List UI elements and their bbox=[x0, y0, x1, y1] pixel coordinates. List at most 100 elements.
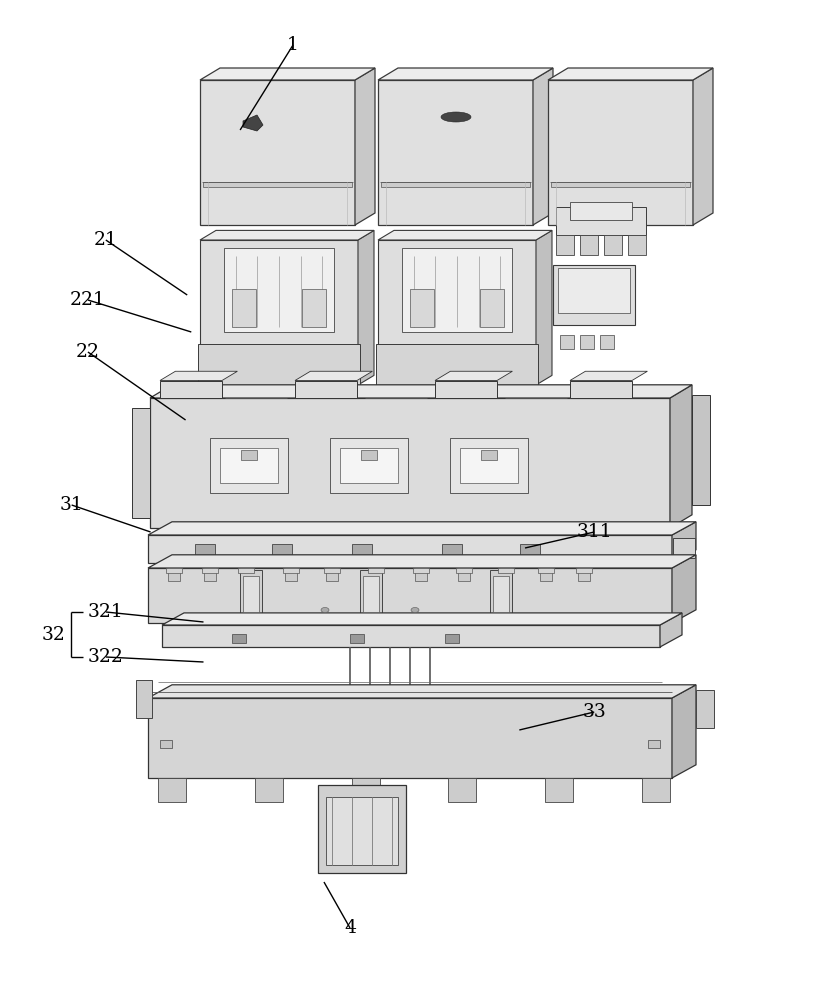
Polygon shape bbox=[295, 380, 357, 398]
Bar bbox=[240, 570, 262, 618]
Ellipse shape bbox=[441, 112, 471, 122]
Polygon shape bbox=[148, 535, 672, 563]
Bar bbox=[460, 448, 518, 483]
Polygon shape bbox=[401, 248, 512, 332]
Polygon shape bbox=[200, 80, 355, 225]
Text: 32: 32 bbox=[42, 626, 66, 644]
Polygon shape bbox=[358, 230, 374, 385]
Bar bbox=[409, 289, 434, 327]
Polygon shape bbox=[670, 385, 692, 528]
Bar bbox=[578, 568, 590, 581]
Polygon shape bbox=[548, 68, 713, 80]
Bar bbox=[204, 568, 216, 581]
Polygon shape bbox=[162, 613, 682, 625]
Bar bbox=[480, 289, 505, 327]
Bar bbox=[326, 797, 398, 865]
Polygon shape bbox=[355, 68, 375, 225]
Polygon shape bbox=[672, 522, 696, 563]
Bar bbox=[556, 207, 646, 235]
Polygon shape bbox=[448, 385, 466, 395]
Polygon shape bbox=[162, 625, 660, 647]
Bar bbox=[604, 235, 622, 255]
Polygon shape bbox=[378, 240, 536, 385]
Polygon shape bbox=[378, 80, 533, 225]
Bar bbox=[498, 568, 514, 573]
Bar bbox=[642, 778, 670, 802]
Polygon shape bbox=[330, 438, 408, 493]
Text: 21: 21 bbox=[94, 231, 118, 249]
Bar bbox=[580, 235, 598, 255]
Polygon shape bbox=[660, 613, 682, 647]
Polygon shape bbox=[160, 371, 238, 380]
Polygon shape bbox=[381, 182, 530, 186]
Polygon shape bbox=[148, 568, 672, 623]
Bar bbox=[302, 289, 326, 327]
Polygon shape bbox=[208, 385, 226, 395]
Polygon shape bbox=[150, 385, 692, 398]
Bar bbox=[285, 568, 297, 581]
Polygon shape bbox=[148, 685, 696, 698]
Text: 311: 311 bbox=[576, 523, 612, 541]
Polygon shape bbox=[203, 182, 352, 186]
Bar bbox=[456, 568, 472, 573]
Polygon shape bbox=[148, 522, 696, 535]
Bar bbox=[240, 568, 252, 581]
Polygon shape bbox=[548, 80, 693, 225]
Bar bbox=[413, 568, 429, 573]
Text: 1: 1 bbox=[287, 36, 299, 54]
Bar bbox=[166, 568, 182, 573]
Polygon shape bbox=[200, 230, 374, 240]
Bar bbox=[220, 448, 278, 483]
Polygon shape bbox=[148, 555, 696, 568]
Bar bbox=[648, 740, 660, 748]
Polygon shape bbox=[386, 385, 404, 395]
Text: 322: 322 bbox=[88, 648, 124, 666]
Polygon shape bbox=[332, 385, 350, 395]
Polygon shape bbox=[693, 68, 713, 225]
Bar bbox=[696, 690, 714, 728]
Bar bbox=[520, 544, 540, 555]
Bar bbox=[158, 778, 186, 802]
Bar bbox=[493, 576, 509, 612]
Bar bbox=[352, 778, 379, 802]
Bar bbox=[283, 568, 299, 573]
Polygon shape bbox=[243, 115, 263, 131]
Polygon shape bbox=[510, 385, 528, 395]
Text: 4: 4 bbox=[344, 919, 356, 937]
Bar bbox=[580, 335, 594, 349]
Bar bbox=[324, 568, 340, 573]
Bar bbox=[136, 680, 152, 718]
Bar bbox=[445, 634, 459, 643]
Polygon shape bbox=[378, 68, 553, 80]
Polygon shape bbox=[200, 240, 358, 385]
Polygon shape bbox=[198, 344, 360, 385]
Bar bbox=[481, 450, 497, 460]
Bar bbox=[490, 570, 512, 618]
Bar bbox=[458, 568, 470, 581]
Ellipse shape bbox=[321, 607, 329, 612]
Bar bbox=[553, 265, 635, 325]
Polygon shape bbox=[435, 371, 512, 380]
Polygon shape bbox=[570, 371, 647, 380]
Polygon shape bbox=[570, 380, 632, 398]
Bar bbox=[202, 568, 218, 573]
Bar bbox=[600, 335, 614, 349]
Polygon shape bbox=[210, 438, 288, 493]
Polygon shape bbox=[200, 68, 375, 80]
Bar bbox=[370, 568, 382, 581]
Bar bbox=[628, 235, 646, 255]
Bar bbox=[361, 450, 377, 460]
Polygon shape bbox=[295, 371, 372, 380]
Polygon shape bbox=[270, 385, 288, 395]
Bar bbox=[558, 268, 630, 313]
Bar bbox=[415, 568, 427, 581]
Polygon shape bbox=[450, 438, 528, 493]
Polygon shape bbox=[150, 398, 670, 528]
Bar bbox=[692, 395, 710, 505]
Polygon shape bbox=[160, 380, 222, 398]
Polygon shape bbox=[435, 380, 497, 398]
Polygon shape bbox=[672, 685, 696, 778]
Bar bbox=[556, 235, 574, 255]
Ellipse shape bbox=[411, 607, 419, 612]
Bar bbox=[326, 568, 338, 581]
